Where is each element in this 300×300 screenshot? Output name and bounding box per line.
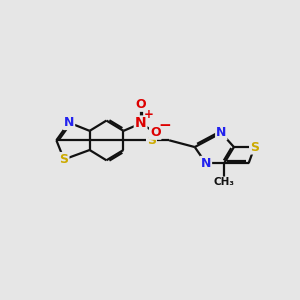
Text: −: − [158,118,171,134]
Text: S: S [250,141,259,154]
Text: +: + [144,108,154,121]
Text: N: N [135,116,146,130]
Text: S: S [59,153,68,166]
Text: O: O [150,126,160,139]
Text: S: S [147,134,156,147]
Text: N: N [64,116,74,129]
Text: N: N [201,157,211,170]
Text: O: O [135,98,146,111]
Text: N: N [216,126,226,140]
Text: CH₃: CH₃ [214,177,235,188]
